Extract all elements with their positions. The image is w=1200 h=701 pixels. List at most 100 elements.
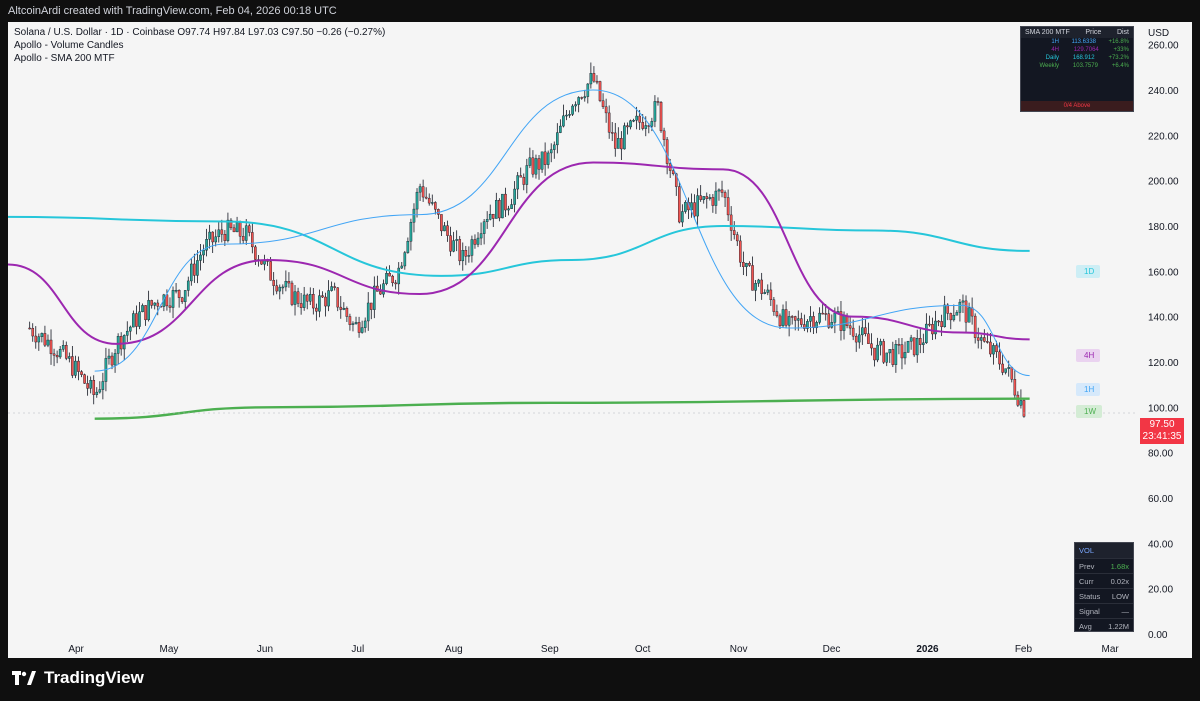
candle-body — [809, 316, 812, 322]
chart-legend: Solana / U.S. Dollar · 1D · Coinbase O97… — [14, 26, 385, 65]
candle-body — [302, 294, 306, 308]
candle-body — [202, 249, 205, 256]
candle-body — [531, 157, 535, 175]
candle-body — [592, 73, 596, 82]
candle-body — [1004, 368, 1007, 373]
candle-body — [217, 229, 221, 238]
candle-body — [909, 337, 913, 342]
candle-body — [138, 311, 141, 327]
x-tick-label: Jun — [257, 644, 273, 655]
candle-body — [601, 100, 605, 107]
y-tick-label: 120.00 — [1148, 358, 1179, 369]
x-tick-label: Sep — [541, 644, 559, 655]
candle-body — [766, 289, 770, 293]
candle-body — [824, 313, 828, 315]
y-tick-label: 80.00 — [1148, 449, 1173, 460]
candle-body — [854, 335, 858, 343]
candle-body — [488, 213, 492, 220]
candle-body — [604, 106, 608, 114]
candle-body — [885, 352, 889, 363]
ma-tag-1h: 1H — [1076, 383, 1101, 396]
candle-body — [71, 356, 74, 376]
candle-body — [287, 280, 291, 284]
candle-body — [473, 239, 477, 245]
candle-body — [629, 120, 632, 128]
candle-body — [461, 250, 465, 262]
header-text: AltcoinArdi created with TradingView.com… — [8, 5, 337, 17]
volume-table-title: VOL — [1075, 543, 1133, 558]
candle-body — [714, 190, 718, 206]
candle-body — [373, 285, 376, 310]
volume-value: 0.02x — [1110, 576, 1129, 586]
volume-label: Signal — [1079, 606, 1100, 616]
candle-body — [516, 175, 519, 190]
candle-body — [620, 138, 623, 150]
candle-body — [229, 219, 233, 229]
candle-body — [723, 192, 727, 198]
volume-row-signal: Signal — — [1075, 603, 1133, 618]
indicator-volume-candles[interactable]: Apollo - Volume Candles — [14, 40, 124, 51]
candle-body — [1022, 400, 1026, 417]
candle-body — [684, 201, 687, 212]
volume-label: Prev — [1079, 561, 1095, 571]
candle-body — [223, 234, 227, 241]
candle-body — [650, 121, 654, 127]
volume-label: Status — [1079, 591, 1101, 601]
candle-body — [870, 343, 873, 349]
candle-body — [324, 296, 327, 307]
candle-body — [363, 320, 367, 328]
candle-body — [379, 291, 382, 295]
candle-body — [793, 316, 797, 321]
candle-body — [260, 260, 263, 265]
sma-line-1w — [94, 397, 1030, 420]
candle-body — [696, 195, 699, 217]
candle-body — [61, 345, 65, 350]
candle-body — [507, 208, 510, 211]
price-chart[interactable]: 0.00 20.00 40.00 60.00 80.00 100.00 120.00 140.… — [8, 22, 1192, 658]
candle-body — [845, 315, 849, 326]
y-tick-label: 140.00 — [1148, 313, 1179, 324]
chart-area[interactable]: 0.00 20.00 40.00 60.00 80.00 100.00 120.00 140.… — [8, 22, 1192, 658]
tradingview-logo[interactable]: TradingView — [12, 668, 144, 688]
sma-mtf-col-dist: Dist — [1116, 29, 1129, 36]
candle-body — [156, 302, 160, 307]
candle-body — [333, 286, 336, 288]
candle-body — [132, 313, 135, 328]
candle-body — [214, 236, 218, 243]
candle-body — [476, 237, 480, 245]
candle-body — [833, 312, 837, 323]
candle-body — [409, 222, 413, 242]
candle-body — [964, 300, 968, 323]
candle-body — [77, 360, 80, 372]
candle-body — [385, 273, 388, 284]
candle-body — [653, 101, 657, 122]
candle-body — [400, 265, 404, 269]
sma-mtf-col-price: Price — [1085, 29, 1102, 36]
candle-body — [199, 254, 202, 261]
candle-body — [278, 286, 282, 292]
candle-body — [424, 196, 428, 199]
candle-body — [638, 115, 641, 123]
candle-body — [196, 260, 199, 276]
candle-body — [992, 345, 995, 355]
candle-body — [171, 290, 175, 308]
candle-body — [790, 316, 794, 318]
candle-body — [403, 252, 407, 267]
candle-body — [656, 101, 660, 103]
volume-row-curr: Curr 0.02x — [1075, 573, 1133, 588]
indicator-sma-mtf[interactable]: Apollo - SMA 200 MTF — [14, 53, 115, 64]
candle-body — [434, 202, 437, 210]
candle-body — [735, 234, 739, 242]
volume-table: VOL Prev 1.68x Curr 0.02x Status LOW Sig… — [1074, 542, 1134, 632]
x-tick-label: May — [160, 644, 179, 655]
sma-mtf-price: 168.912 — [1072, 55, 1095, 61]
sma-mtf-tf: Daily — [1045, 55, 1059, 61]
candle-body — [745, 263, 748, 267]
candle-body — [937, 320, 940, 323]
candle-body — [775, 311, 779, 317]
candle-body — [391, 275, 394, 284]
tradingview-logo-icon — [12, 671, 36, 685]
candle-body — [699, 195, 702, 200]
candle-body — [150, 300, 153, 306]
candle-body — [998, 351, 1001, 365]
